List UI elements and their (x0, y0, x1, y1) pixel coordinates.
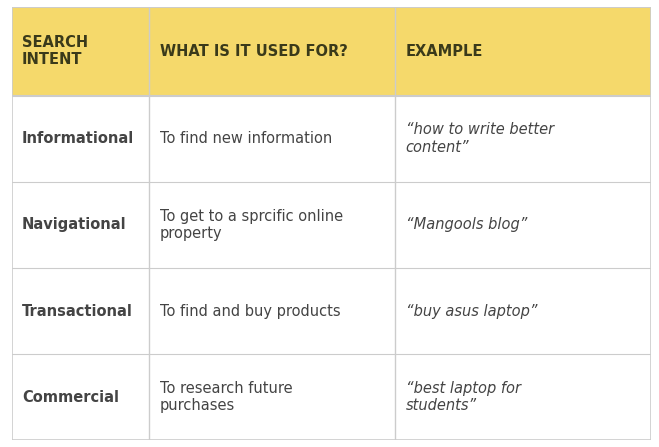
Bar (12, 354, 651, 440)
Text: To find new information: To find new information (159, 131, 331, 146)
Text: To get to a sprcific online
property: To get to a sprcific online property (159, 209, 343, 241)
Text: EXAMPLE: EXAMPLE (406, 44, 483, 59)
Text: SEARCH
INTENT: SEARCH INTENT (22, 35, 88, 67)
Text: Informational: Informational (22, 131, 134, 146)
Text: Transactional: Transactional (22, 304, 133, 319)
Text: “best laptop for
students”: “best laptop for students” (406, 381, 521, 413)
Bar (12, 96, 651, 182)
Text: WHAT IS IT USED FOR?: WHAT IS IT USED FOR? (159, 44, 347, 59)
Text: To find and buy products: To find and buy products (159, 304, 340, 319)
Bar (12, 7, 651, 96)
Text: “how to write better
content”: “how to write better content” (406, 122, 554, 155)
Text: Navigational: Navigational (22, 217, 127, 232)
Text: Commercial: Commercial (22, 390, 119, 405)
Bar (12, 268, 651, 354)
Text: “Mangools blog”: “Mangools blog” (406, 217, 527, 232)
Text: To research future
purchases: To research future purchases (159, 381, 292, 413)
Text: “buy asus laptop”: “buy asus laptop” (406, 304, 537, 319)
Bar (12, 182, 651, 268)
